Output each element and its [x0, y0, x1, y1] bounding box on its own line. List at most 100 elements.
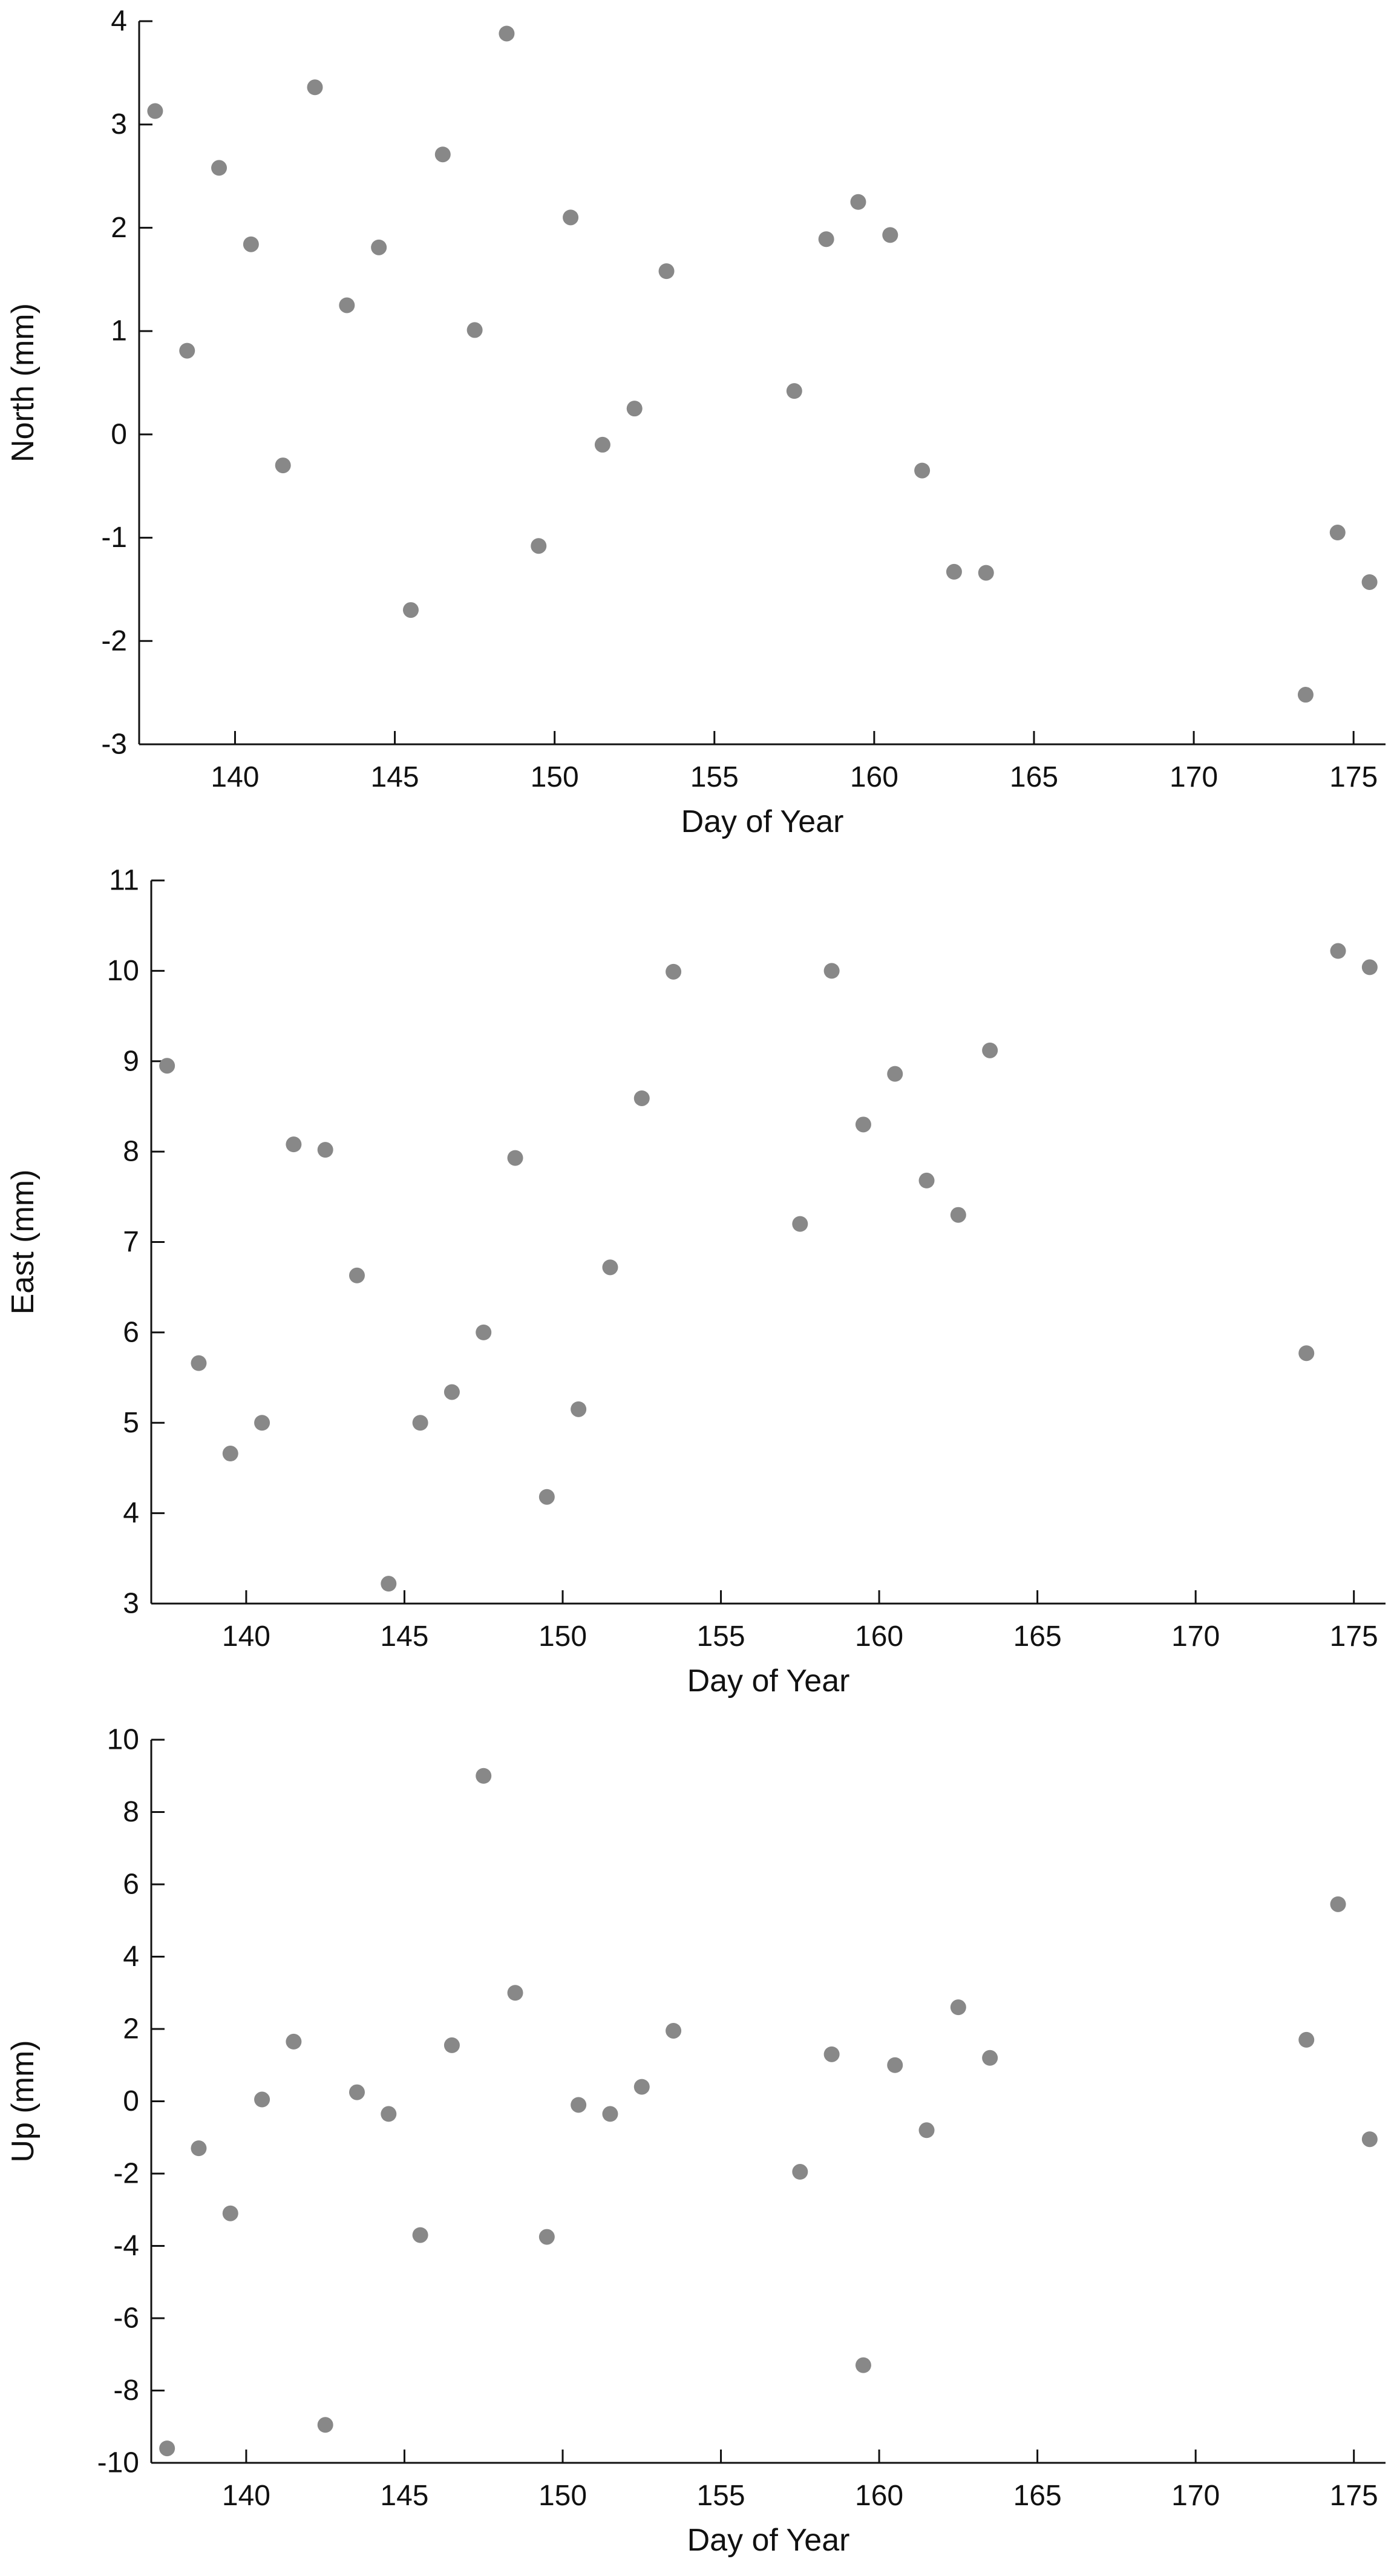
north-data-point	[786, 383, 802, 399]
up-data-point	[254, 2091, 270, 2108]
north-data-point	[1297, 687, 1314, 703]
north-data-point	[307, 79, 323, 96]
up-y-axis-title: Up (mm)	[5, 2040, 41, 2162]
east-data-point	[286, 1136, 302, 1153]
up-x-tick-label: 155	[696, 2480, 745, 2512]
east-x-tick-label: 155	[696, 1621, 745, 1653]
east-y-tick-label: 6	[123, 1316, 139, 1348]
north-y-tick-label: 3	[111, 108, 127, 140]
east-y-tick-label: 10	[107, 955, 139, 987]
north-data-point	[531, 538, 547, 554]
east-x-tick-label: 175	[1330, 1621, 1378, 1653]
north-data-point	[499, 25, 515, 42]
up-data-point	[412, 2227, 428, 2243]
up-data-point	[633, 2079, 650, 2095]
north-x-tick-label: 160	[850, 761, 898, 793]
east-data-point	[507, 1150, 523, 1166]
east-x-tick-label: 165	[1013, 1621, 1062, 1653]
east-data-point	[602, 1259, 618, 1276]
north-x-tick-label: 155	[690, 761, 739, 793]
east-x-tick-label: 150	[538, 1621, 587, 1653]
up-data-point	[381, 2106, 397, 2122]
north-data-point	[147, 103, 163, 119]
east-y-tick-label: 3	[123, 1588, 139, 1620]
east-y-tick-label: 8	[123, 1136, 139, 1168]
east-data-point	[159, 1058, 175, 1074]
up-data-point	[918, 2122, 935, 2138]
north-y-axis-title: North (mm)	[5, 303, 41, 462]
up-data-point	[317, 2417, 333, 2433]
up-y-tick-label: -8	[113, 2374, 139, 2407]
up-x-tick-label: 175	[1330, 2480, 1378, 2512]
up-data-point	[950, 1999, 966, 2016]
up-y-tick-label: 6	[123, 1869, 139, 1901]
east-x-tick-label: 170	[1171, 1621, 1220, 1653]
up-x-tick-label: 170	[1171, 2480, 1220, 2512]
east-y-tick-label: 9	[123, 1045, 139, 1077]
up-data-point	[222, 2205, 238, 2221]
east-data-point	[412, 1415, 428, 1431]
up-data-point	[476, 1768, 492, 1784]
east-data-point	[950, 1207, 966, 1223]
north-data-point	[1361, 574, 1378, 590]
north-y-tick-label: 2	[111, 212, 127, 244]
up-data-point	[1361, 2131, 1378, 2148]
east-x-axis-title: Day of Year	[687, 1663, 850, 1699]
north-y-tick-label: 1	[111, 315, 127, 347]
east-x-tick-label: 145	[380, 1621, 428, 1653]
east-y-tick-label: 7	[123, 1226, 139, 1258]
up-x-tick-label: 150	[538, 2480, 587, 2512]
north-y-tick-label: -3	[101, 729, 127, 761]
east-data-point	[191, 1355, 207, 1371]
east-data-point	[222, 1446, 238, 1462]
north-x-tick-label: 150	[531, 761, 579, 793]
north-data-point	[402, 602, 419, 618]
up-data-point	[191, 2140, 207, 2157]
north-data-point	[211, 160, 227, 176]
up-y-tick-label: 2	[123, 2013, 139, 2045]
north-data-point	[563, 209, 579, 226]
up-data-point	[507, 1985, 523, 2001]
up-data-point	[855, 2357, 871, 2373]
east-data-point	[823, 963, 840, 979]
north-y-tick-label: -1	[101, 522, 127, 554]
north-data-point	[371, 239, 387, 255]
up-data-point	[602, 2106, 618, 2122]
north-data-point	[594, 436, 610, 453]
east-data-point	[792, 1216, 808, 1232]
north-x-tick-label: 175	[1329, 761, 1378, 793]
east-y-tick-label: 11	[109, 865, 139, 897]
east-data-point	[666, 963, 682, 980]
up-data-point	[571, 2097, 587, 2113]
north-data-point	[658, 263, 675, 280]
up-y-tick-label: 8	[123, 1796, 139, 1828]
east-data-point	[887, 1066, 903, 1082]
east-data-point	[1361, 959, 1378, 975]
east-y-axis-title: East (mm)	[5, 1170, 41, 1315]
up-x-axis-title: Day of Year	[687, 2523, 850, 2558]
east-data-point	[633, 1090, 650, 1106]
east-data-point	[317, 1142, 333, 1158]
north-data-point	[1329, 525, 1346, 541]
up-data-point	[538, 2229, 555, 2245]
up-panel: -10 -8 -6 -4 -2 0 2 4 6 8 10 140 145 150 155 160 165 170 1…	[5, 1724, 1386, 2558]
up-data-point	[286, 2033, 302, 2050]
east-panel: 3 4 5 6 7 8 9 10 11 140 145 150 155 160 165 170 175 Day o…	[5, 865, 1386, 1699]
north-y-tick-label: 4	[111, 5, 127, 38]
up-data-point	[982, 2050, 998, 2066]
north-x-tick-label: 140	[211, 761, 259, 793]
east-data-point	[538, 1489, 555, 1505]
north-x-axis-title: Day of Year	[681, 804, 844, 839]
north-data-point	[434, 146, 451, 163]
east-data-point	[571, 1401, 587, 1417]
up-y-tick-label: -6	[113, 2302, 139, 2335]
east-data-point	[254, 1415, 270, 1431]
up-x-tick-label: 140	[222, 2480, 270, 2512]
north-data-point	[946, 563, 962, 580]
east-data-point	[476, 1324, 492, 1340]
up-data-point	[1298, 2031, 1315, 2048]
north-data-point	[179, 342, 195, 359]
north-y-tick-label: 0	[111, 418, 127, 450]
up-data-point	[792, 2164, 808, 2180]
